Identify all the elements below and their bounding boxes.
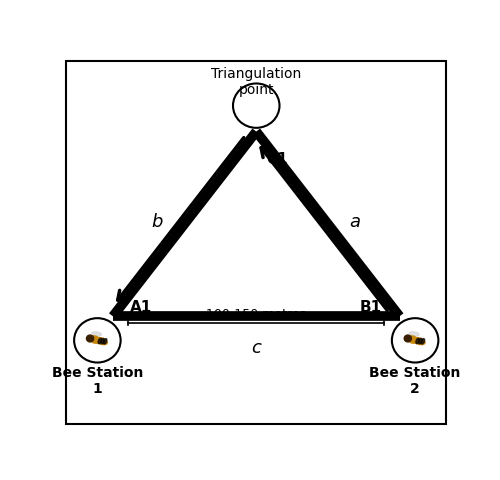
Circle shape: [233, 84, 280, 128]
Circle shape: [392, 318, 438, 362]
Text: c: c: [252, 339, 261, 357]
Text: B1: B1: [360, 300, 382, 314]
Circle shape: [404, 335, 411, 342]
Circle shape: [86, 335, 94, 342]
Text: C1: C1: [266, 152, 287, 167]
Circle shape: [74, 318, 120, 362]
Ellipse shape: [96, 337, 108, 345]
Ellipse shape: [421, 338, 424, 344]
Text: b: b: [152, 213, 163, 231]
Ellipse shape: [418, 338, 422, 344]
Text: a: a: [350, 213, 360, 231]
Ellipse shape: [92, 332, 102, 336]
Text: Triangulation
point: Triangulation point: [211, 67, 302, 97]
Ellipse shape: [98, 338, 102, 344]
Text: Bee Station
2: Bee Station 2: [370, 366, 461, 396]
Ellipse shape: [410, 332, 419, 336]
Ellipse shape: [104, 338, 107, 344]
Ellipse shape: [414, 337, 425, 345]
Ellipse shape: [408, 336, 418, 343]
Ellipse shape: [416, 338, 420, 344]
Ellipse shape: [101, 338, 104, 344]
Ellipse shape: [90, 336, 100, 343]
Text: A1: A1: [130, 300, 152, 314]
Text: Bee Station
1: Bee Station 1: [52, 366, 143, 396]
Text: 100-150 metres: 100-150 metres: [206, 308, 306, 321]
